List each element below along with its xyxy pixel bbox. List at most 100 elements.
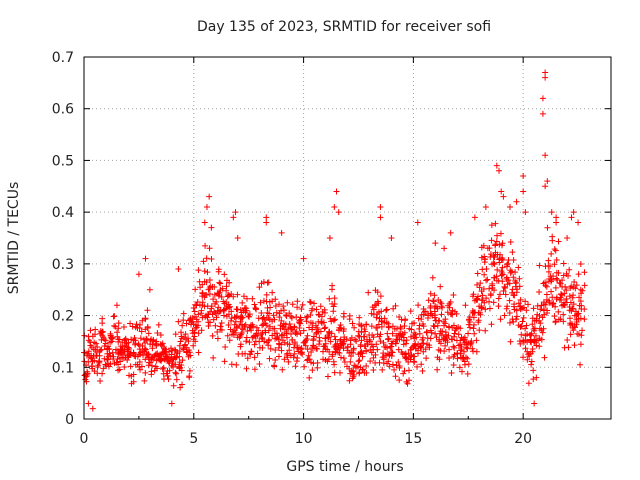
data-point — [490, 299, 497, 306]
data-point — [406, 367, 413, 374]
data-point — [337, 325, 344, 332]
data-point — [415, 315, 422, 322]
data-point — [311, 300, 318, 307]
data-point — [243, 338, 250, 345]
data-point — [327, 338, 334, 345]
data-point — [391, 366, 398, 373]
data-point — [377, 338, 384, 345]
data-point — [512, 316, 519, 323]
data-point — [287, 352, 294, 359]
data-point — [555, 316, 562, 323]
data-point — [177, 384, 184, 391]
data-point — [199, 289, 206, 296]
data-point — [213, 314, 220, 321]
data-point — [553, 256, 560, 263]
data-point — [432, 317, 439, 324]
data-point — [94, 344, 101, 351]
data-point — [237, 306, 244, 313]
data-point — [373, 341, 380, 348]
data-point — [307, 299, 314, 306]
data-point — [248, 348, 255, 355]
data-point — [384, 344, 391, 351]
data-point — [346, 377, 353, 384]
data-point — [172, 361, 179, 368]
data-point — [384, 330, 391, 337]
data-point — [239, 350, 246, 357]
data-point — [493, 238, 500, 245]
data-point — [206, 290, 213, 297]
data-point — [130, 378, 137, 385]
data-point — [173, 370, 180, 377]
data-point — [98, 346, 105, 353]
data-point — [530, 305, 537, 312]
data-point — [111, 313, 118, 320]
data-point — [102, 361, 109, 368]
data-point — [179, 357, 186, 364]
data-point — [142, 339, 149, 346]
data-point — [177, 338, 184, 345]
data-point — [363, 321, 370, 328]
data-point — [142, 255, 149, 262]
data-point — [331, 295, 338, 302]
data-point — [441, 348, 448, 355]
data-point — [325, 356, 332, 363]
data-point — [516, 338, 523, 345]
data-point — [481, 299, 488, 306]
data-point — [204, 314, 211, 321]
data-point — [284, 350, 291, 357]
data-point — [530, 326, 537, 333]
data-point — [497, 230, 504, 237]
data-point — [536, 288, 543, 295]
data-point — [401, 368, 408, 375]
data-point — [129, 323, 136, 330]
data-point — [186, 349, 193, 356]
data-point — [180, 345, 187, 352]
data-point — [474, 281, 481, 288]
data-point — [505, 257, 512, 264]
data-point — [321, 325, 328, 332]
data-point — [533, 317, 540, 324]
data-point — [138, 363, 145, 370]
data-point — [506, 309, 513, 316]
data-point — [577, 341, 584, 348]
data-point — [492, 220, 499, 227]
data-point — [318, 313, 325, 320]
data-point — [200, 258, 207, 265]
data-point — [506, 319, 513, 326]
data-point — [252, 305, 259, 312]
data-point — [243, 365, 250, 372]
data-point — [134, 325, 141, 332]
data-point — [223, 283, 230, 290]
data-point — [513, 279, 520, 286]
data-point — [407, 346, 414, 353]
data-point — [195, 311, 202, 318]
data-point — [415, 350, 422, 357]
data-point — [579, 287, 586, 294]
data-point — [519, 318, 526, 325]
data-point — [442, 316, 449, 323]
data-point — [513, 313, 520, 320]
data-point — [407, 356, 414, 363]
data-point — [528, 358, 535, 365]
data-point — [451, 351, 458, 358]
data-point — [147, 359, 154, 366]
data-point — [471, 214, 478, 221]
data-point — [540, 325, 547, 332]
data-point — [358, 349, 365, 356]
data-point — [322, 335, 329, 342]
data-point — [150, 337, 157, 344]
data-point — [482, 203, 489, 210]
data-point — [380, 339, 387, 346]
data-point — [539, 110, 546, 117]
data-point — [538, 336, 545, 343]
data-point — [420, 323, 427, 330]
data-point — [490, 260, 497, 267]
data-point — [536, 343, 543, 350]
data-point — [145, 362, 152, 369]
data-point — [538, 302, 545, 309]
data-point — [227, 326, 234, 333]
data-point — [457, 325, 464, 332]
data-point — [158, 357, 165, 364]
data-point — [232, 209, 239, 216]
data-point — [142, 369, 149, 376]
